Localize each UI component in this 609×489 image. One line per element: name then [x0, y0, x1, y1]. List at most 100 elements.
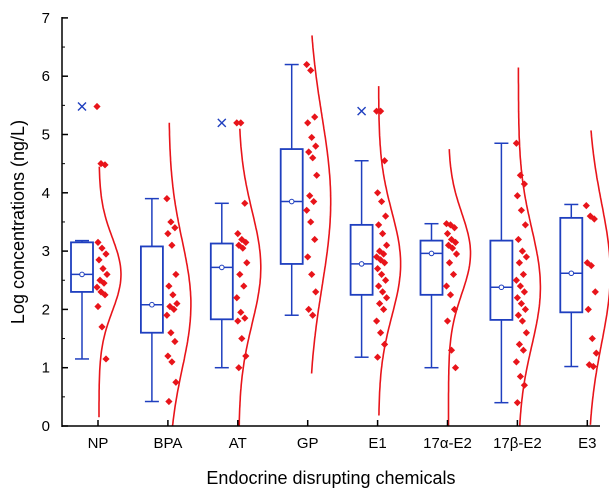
data-point — [103, 270, 111, 279]
data-point — [373, 107, 381, 115]
data-point — [522, 253, 530, 261]
data-point — [307, 66, 315, 74]
data-point — [171, 224, 179, 232]
data-point — [241, 314, 249, 322]
data-point — [242, 238, 250, 246]
box-0 — [70, 102, 94, 360]
data-point — [233, 119, 241, 127]
data-point — [374, 353, 382, 361]
data-point — [237, 308, 245, 316]
x-tick-label: 17α-E2 — [423, 435, 472, 452]
mean-marker — [428, 250, 435, 257]
data-point — [518, 317, 526, 325]
data-point — [243, 259, 251, 267]
data-point — [236, 270, 244, 279]
x-axis-title: Endocrine disrupting chemicals — [206, 468, 455, 488]
data-point — [374, 189, 382, 197]
iqr-box — [139, 245, 164, 334]
data-point — [164, 352, 172, 360]
data-point — [513, 294, 521, 302]
box-4 — [349, 106, 374, 358]
iqr-box — [419, 239, 444, 296]
data-point — [591, 288, 599, 296]
data-point — [239, 244, 247, 252]
data-point — [310, 197, 318, 206]
mean-marker — [149, 301, 155, 308]
data-point — [383, 294, 391, 302]
data-point — [515, 259, 523, 267]
box-7 — [559, 203, 584, 368]
data-point — [241, 199, 249, 207]
data-point — [446, 291, 455, 299]
data-point — [583, 259, 591, 267]
data-point — [515, 340, 523, 348]
distribution-curves-layer — [98, 35, 609, 427]
data-point — [102, 355, 110, 363]
data-point — [234, 317, 242, 325]
y-tick-label: 5 — [42, 127, 50, 144]
data-point — [382, 212, 390, 220]
distribution-curve — [447, 149, 472, 426]
data-point — [98, 323, 106, 331]
box-6 — [489, 142, 514, 404]
data-point — [93, 102, 101, 111]
data-point — [99, 264, 107, 273]
iqr-box — [349, 223, 374, 296]
data-point — [308, 270, 316, 279]
data-point — [94, 238, 102, 246]
data-point — [586, 212, 594, 220]
box-3 — [279, 63, 304, 316]
x-tick-label: E3 — [578, 435, 596, 452]
x-tick-label: E1 — [368, 435, 386, 452]
data-point — [172, 378, 180, 386]
data-point — [592, 349, 600, 357]
data-point — [170, 305, 178, 313]
data-point — [517, 299, 525, 308]
data-point — [95, 256, 103, 264]
data-point — [311, 113, 319, 121]
data-point — [93, 283, 101, 291]
data-point — [376, 299, 384, 308]
data-point — [167, 218, 175, 226]
data-point — [168, 358, 176, 366]
data-point — [450, 224, 459, 232]
mean-marker — [288, 198, 295, 205]
data-point — [97, 160, 105, 168]
data-point — [516, 372, 524, 381]
mean-marker — [498, 284, 505, 291]
y-tick-label: 4 — [42, 185, 50, 202]
data-point — [376, 247, 384, 255]
data-point — [512, 139, 520, 147]
axes-layer — [61, 17, 600, 427]
mean-marker — [358, 261, 365, 267]
data-point — [102, 250, 110, 258]
data-point — [97, 288, 105, 296]
iqr-box — [209, 242, 234, 321]
distribution-curve — [98, 166, 122, 418]
data-point — [587, 262, 595, 270]
data-point — [311, 235, 319, 244]
data-point — [382, 276, 390, 284]
data-point — [512, 358, 520, 366]
points-layer — [93, 60, 600, 407]
data-point — [305, 305, 313, 313]
data-point — [373, 317, 381, 325]
x-tick-label: NP — [88, 435, 109, 452]
distribution-curve — [238, 128, 262, 427]
distribution-curve — [310, 35, 332, 374]
data-point — [378, 270, 386, 279]
data-point — [588, 334, 596, 343]
data-point — [516, 282, 524, 290]
data-point — [163, 195, 171, 203]
data-point — [307, 218, 315, 226]
mean-marker — [568, 270, 575, 277]
data-point — [513, 399, 521, 407]
x-tick-label: BPA — [153, 435, 182, 452]
data-point — [381, 157, 389, 165]
data-point — [312, 142, 320, 150]
data-point — [380, 305, 388, 313]
distribution-curve — [517, 67, 542, 427]
data-point — [304, 253, 312, 261]
data-point — [304, 119, 312, 127]
